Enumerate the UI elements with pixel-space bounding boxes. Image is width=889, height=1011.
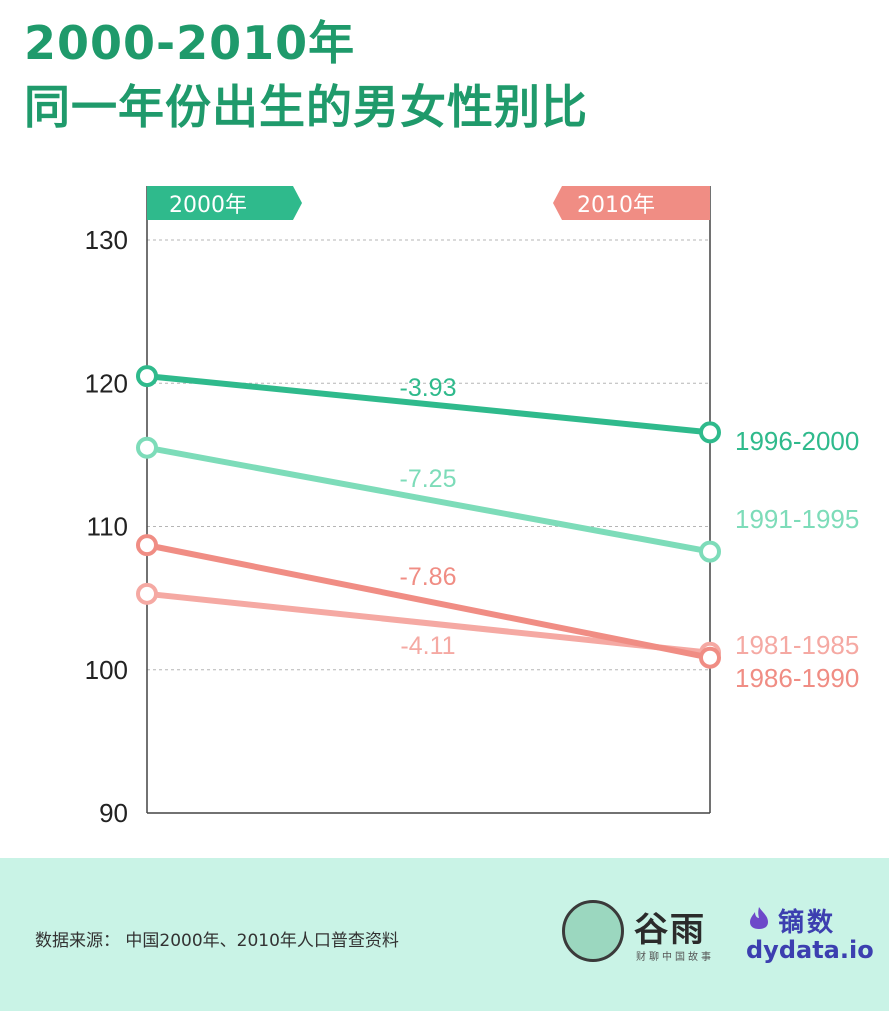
data-point-1986-1990-start [136, 534, 158, 557]
flame-icon [750, 907, 768, 929]
dydata-logo-name: 镝数 [778, 908, 837, 938]
series-line-1996-2000 [144, 373, 713, 436]
series-end-label-1986-1990: 1986-1990 [735, 663, 859, 693]
change-label-1986-1990: -7.86 [400, 563, 457, 591]
page-title-line-1: 2000-2010年 [24, 16, 356, 70]
change-label-1981-1985: -4.11 [400, 632, 455, 660]
x-header-label-end: 2010年 [577, 193, 655, 218]
x-header-flag-end [553, 186, 710, 220]
guyu-logo-tagline: 财聊中国故事 [636, 952, 714, 963]
series-end-label-1996-2000: 1996-2000 [735, 426, 859, 456]
series-group: -4.11 1981-1985 -7.86 1986-1990 -7.25 1991-19… [136, 365, 859, 693]
footer: 数据来源： 中国2000年、2010年人口普查资料 谷雨 财聊中国故事 镝数 d… [0, 858, 889, 1011]
series-line-1986-1990 [144, 542, 713, 661]
page-title-line-2: 同一年份出生的男女性别比 [24, 80, 588, 134]
data-point-1996-2000-end [699, 421, 721, 444]
x-axis-headers: 2000年 2010年 [147, 186, 710, 220]
dydata-logo: 镝数 dydata.io [746, 902, 876, 972]
y-tick-label-90: 90 [99, 798, 128, 828]
dydata-logo-url: dydata.io [746, 936, 874, 964]
data-point-1991-1995-start [136, 436, 158, 459]
grid-lines [147, 239, 710, 671]
y-tick-label-110: 110 [87, 512, 128, 542]
x-header-label-start: 2000年 [169, 193, 247, 218]
series-end-label-1981-1985: 1981-1985 [735, 630, 859, 660]
change-label-1996-2000: -3.93 [400, 374, 457, 402]
change-label-1991-1995: -7.25 [400, 465, 457, 493]
guyu-logo: 谷雨 财聊中国故事 [562, 900, 732, 970]
guyu-logo-name: 谷雨 [634, 910, 706, 950]
bird-icon [562, 900, 624, 962]
series-line-1981-1985 [144, 590, 713, 656]
data-point-1996-2000-start [136, 365, 158, 388]
y-tick-label-130: 130 [85, 225, 128, 255]
data-point-1991-1995-end [699, 540, 721, 563]
chart-axes [146, 186, 711, 814]
data-point-1981-1985-start [136, 582, 158, 605]
data-source-note: 数据来源： 中国2000年、2010年人口普查资料 [35, 931, 399, 951]
y-tick-label-100: 100 [85, 655, 128, 685]
data-point-1986-1990-end [699, 646, 721, 669]
y-tick-label-120: 120 [85, 368, 128, 398]
series-line-1991-1995 [144, 444, 713, 555]
y-axis-ticks: 90 100 110 120 130 [85, 225, 128, 828]
series-end-label-1991-1995: 1991-1995 [735, 504, 859, 534]
line-chart: 90 100 110 120 130 2000年 2010年 -4.11 1981-1985… [85, 186, 859, 828]
x-header-flag-start [147, 186, 302, 220]
